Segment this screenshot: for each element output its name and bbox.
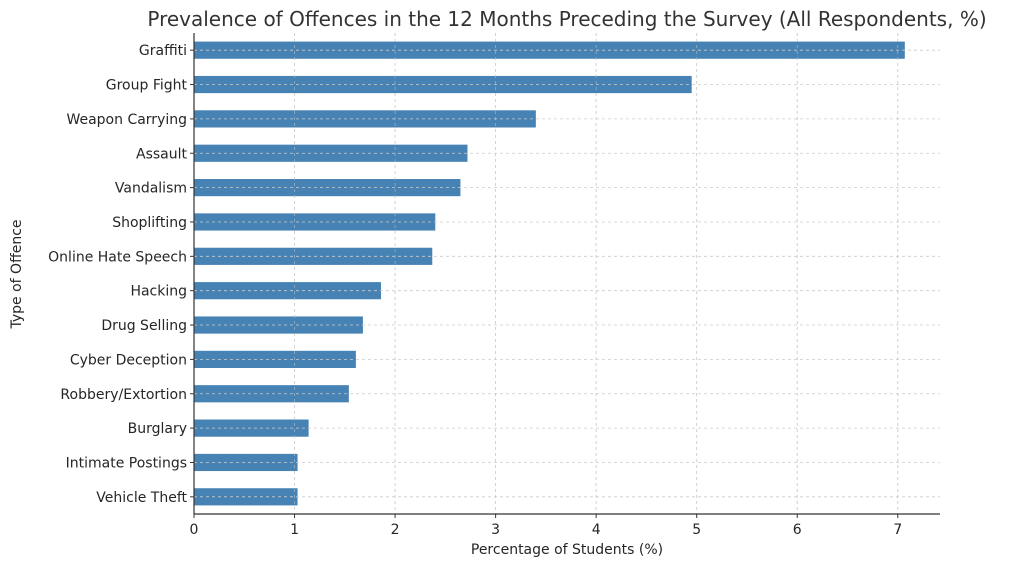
y-tick-label: Shoplifting [112, 215, 187, 231]
grid [193, 33, 899, 514]
x-tick-label: 3 [491, 522, 500, 538]
bar-robbery-extortion [194, 385, 349, 403]
x-tick-label: 5 [692, 522, 701, 538]
bar-burglary [194, 419, 309, 437]
y-tick-label: Graffiti [139, 43, 187, 59]
grid-overlay [193, 33, 940, 514]
y-tick-label: Vandalism [115, 181, 187, 197]
y-tick-label: Group Fight [106, 78, 188, 94]
x-tick-label: 0 [190, 522, 199, 538]
y-tick-label: Burglary [128, 421, 187, 437]
y-tick-label: Assault [136, 146, 188, 162]
y-tick-label: Drug Selling [101, 318, 187, 334]
x-tick-label: 7 [893, 522, 902, 538]
y-axis-label: Type of Offence [9, 219, 25, 329]
bars [194, 41, 905, 506]
bar-online-hate-speech [194, 247, 433, 265]
x-tick-label: 1 [290, 522, 299, 538]
x-tick-label: 2 [391, 522, 400, 538]
y-tick-label: Weapon Carrying [66, 112, 187, 128]
x-tick-label: 6 [793, 522, 802, 538]
y-tick-label: Intimate Postings [66, 455, 187, 471]
axes: 0 1 2 3 4 5 6 7 Graffiti Group Fight Weapon Carryi… [48, 33, 940, 538]
y-tick-label: Vehicle Theft [96, 490, 187, 506]
y-tick-label: Online Hate Speech [48, 249, 187, 265]
bar-vehicle-theft [194, 488, 298, 506]
x-tick-label: 4 [592, 522, 601, 538]
y-tick-label: Hacking [130, 284, 187, 300]
chart-title: Prevalence of Offences in the 12 Months … [147, 7, 986, 31]
bar-hacking [194, 282, 382, 300]
y-tick-label: Cyber Deception [70, 352, 187, 368]
bar-assault [194, 144, 468, 162]
y-tick-label: Robbery/Extortion [60, 387, 187, 403]
x-axis-label: Percentage of Students (%) [471, 542, 663, 558]
bar-intimate-postings [194, 453, 298, 472]
